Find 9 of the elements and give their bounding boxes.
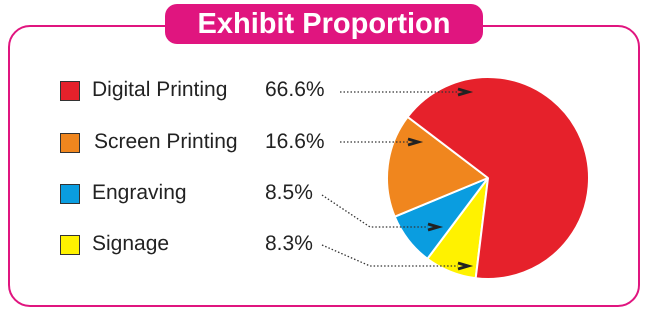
chart-title: Exhibit Proportion xyxy=(165,4,483,44)
legend-label: Digital Printing xyxy=(92,78,228,102)
legend-label: Engraving xyxy=(92,181,187,205)
data-label: 66.6% xyxy=(265,78,325,102)
data-label: 8.3% xyxy=(265,232,313,256)
data-label: 8.5% xyxy=(265,181,313,205)
data-label: 16.6% xyxy=(265,130,325,154)
legend-label: Signage xyxy=(92,232,170,256)
legend-label: Screen Printing xyxy=(94,130,238,154)
